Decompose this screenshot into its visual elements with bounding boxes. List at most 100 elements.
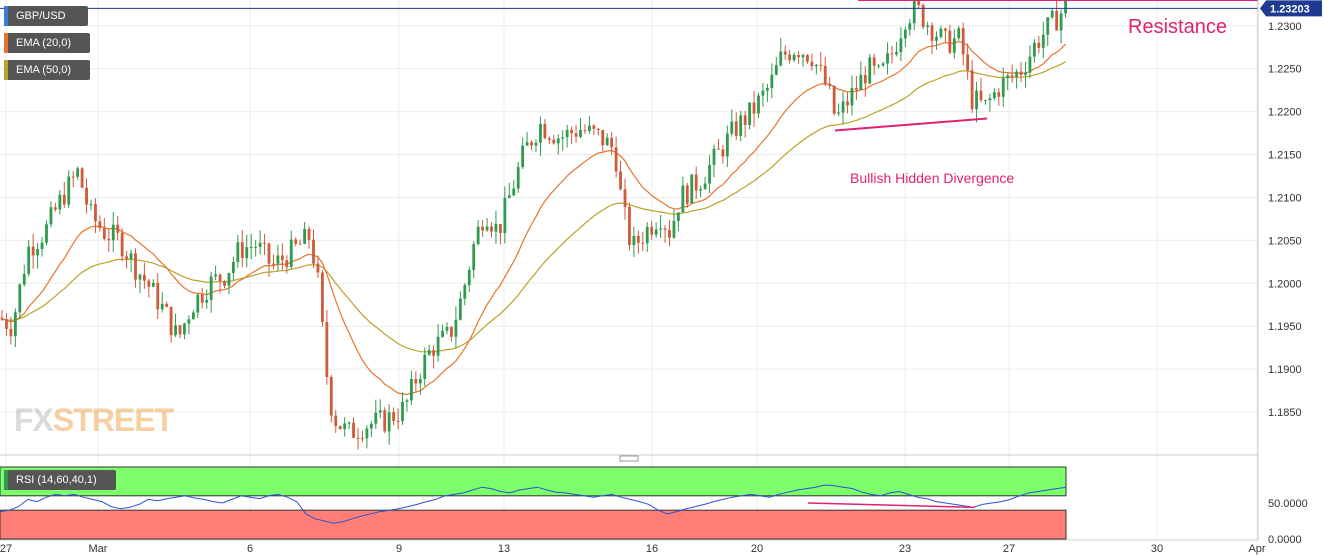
candle-body [890,53,894,55]
candle-body [414,378,418,384]
legend-ema20-swatch [4,33,8,53]
candle-body [472,244,476,270]
y-tick-label: 1.2100 [1268,192,1302,204]
legend-symbol[interactable]: GBP/USD [4,6,88,26]
candle-body [610,137,614,148]
legend-ema20[interactable]: EMA (20,0) [4,33,90,53]
candle-body [102,228,106,239]
candle-body [881,63,885,66]
candle-body [556,138,560,144]
candle-body [699,189,703,191]
candle-body [779,51,783,66]
last-price-tag: 1.23203 [1260,0,1322,17]
candle-body [85,187,88,205]
candle-body [810,61,814,67]
candle-body [1059,13,1063,31]
x-tick-label: 9 [396,543,402,555]
divergence-price-line [834,117,988,132]
candle-body [356,437,360,439]
candle-body [294,239,298,244]
candle-body [232,261,235,273]
candle-body [788,54,792,61]
candle-body [303,228,306,244]
candle-body [383,410,387,432]
candle-body [289,239,293,268]
y-tick-label: 1.2250 [1268,64,1302,76]
x-tick-label: 13 [498,543,510,555]
ema-20-line [1,40,1067,396]
candle-body [761,90,765,96]
candle-body [734,121,738,136]
rsi-tick-label: 0.0000 [1268,534,1302,546]
candle-body [605,137,609,146]
candle-body [930,25,934,41]
candle-body [552,139,556,144]
candle-body [690,174,694,204]
candle-body [276,255,280,264]
candle-body [31,246,35,256]
candle-body [694,174,698,191]
candle-body [1024,72,1027,75]
candle-body [54,207,57,210]
candle-body [347,422,351,424]
candle-body [169,306,173,336]
legend-rsi-swatch [4,470,8,490]
candle-body [774,65,778,75]
candle-body [601,130,605,146]
legend-rsi-label: RSI (14,60,40,1) [16,474,97,486]
candle-body [307,228,311,240]
candle-body [619,171,622,190]
candle-body [196,294,200,313]
candle-body [988,98,992,101]
candle-body [218,274,222,282]
y-tick-label: 1.2150 [1268,150,1302,162]
y-tick-label: 1.1850 [1268,407,1302,419]
candle-body [961,28,965,55]
candle-body [143,274,146,281]
candle-body [205,299,209,303]
candle-body [209,276,213,300]
candle-body [71,176,75,178]
candle-body [125,256,128,260]
legend-rsi[interactable]: RSI (14,60,40,1) [4,470,116,490]
x-tick-label: 27 [0,543,12,555]
candle-body [432,350,436,356]
candle-body [423,354,427,379]
candle-body [1037,42,1041,48]
candle-body [107,238,111,241]
candle-body [935,36,938,41]
candle-body [116,224,120,233]
candles [0,0,1067,450]
candle-body [512,188,516,196]
candle-body [13,312,17,337]
x-tick-label: 20 [751,543,763,555]
candle-body [521,145,525,168]
candle-body [717,148,720,150]
candle-body [405,400,409,402]
candle-body [583,130,587,132]
candle-body [841,101,845,113]
candle-body [917,0,921,6]
pane-resize-handle [619,455,639,462]
candle-body [67,176,71,205]
candle-body [516,167,520,189]
candle-body [814,64,818,67]
candle-body [743,115,747,125]
candle-body [298,243,302,245]
candle-body [663,228,667,230]
candle-body [1019,71,1023,75]
candle-body [134,253,137,280]
ema-50-path [1,61,1066,353]
candle-body [18,284,22,313]
candle-body [970,70,974,110]
candle-body [997,92,1001,97]
candle-body [957,28,961,39]
candle-body [899,38,903,53]
legend-ema50[interactable]: EMA (50,0) [4,60,90,80]
candle-body [797,55,800,58]
candle-body [659,228,662,230]
rsi-zones [0,466,1067,540]
candle-body [921,5,925,28]
candle-body [592,125,596,129]
candle-body [236,242,240,262]
